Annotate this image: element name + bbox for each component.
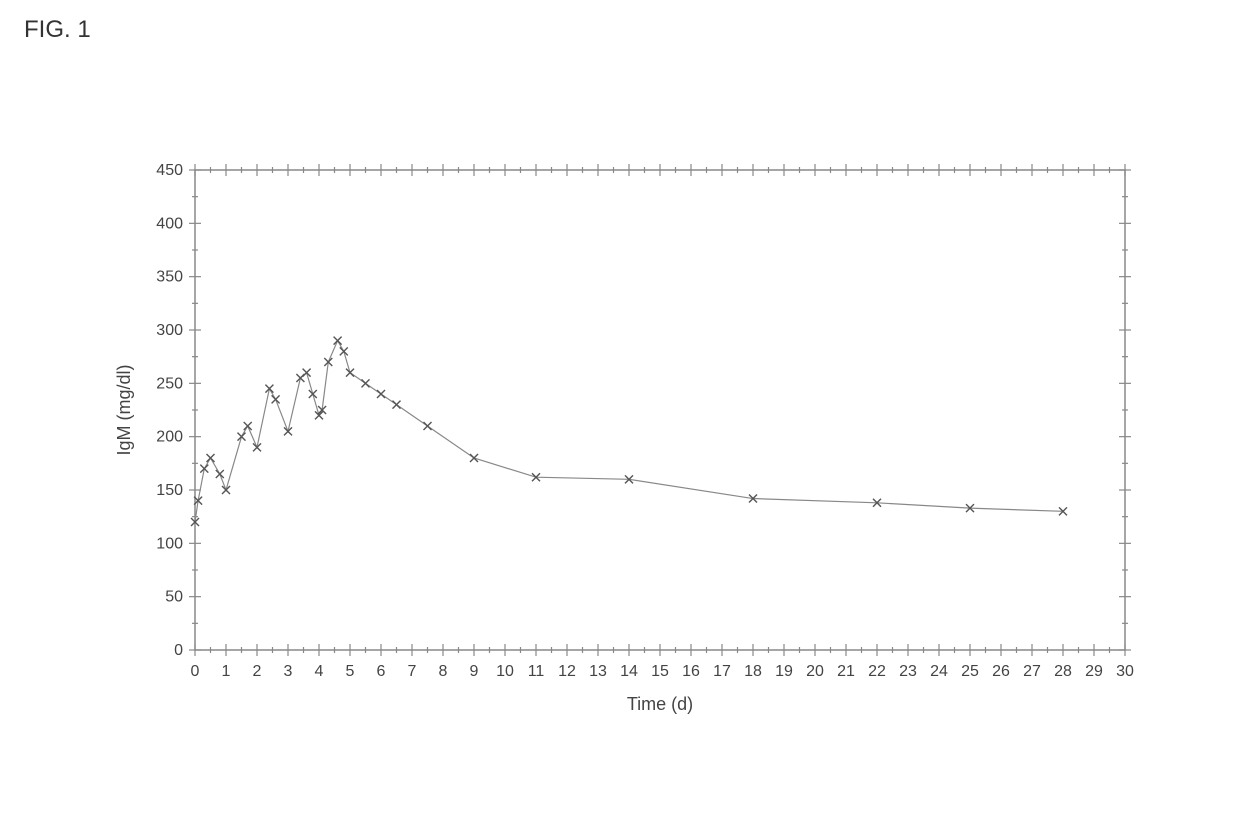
svg-text:150: 150	[156, 482, 183, 499]
igm-time-chart: 0123456789101112131415161718192021222324…	[100, 150, 1140, 750]
svg-text:9: 9	[470, 663, 479, 680]
svg-text:2: 2	[253, 663, 262, 680]
svg-text:10: 10	[496, 663, 514, 680]
svg-text:7: 7	[408, 663, 417, 680]
svg-text:1: 1	[222, 663, 231, 680]
svg-text:29: 29	[1085, 663, 1103, 680]
svg-text:0: 0	[191, 663, 200, 680]
svg-text:4: 4	[315, 663, 324, 680]
svg-text:0: 0	[174, 642, 183, 659]
svg-text:22: 22	[868, 663, 886, 680]
svg-text:5: 5	[346, 663, 355, 680]
svg-text:Time (d): Time (d)	[627, 694, 693, 714]
svg-text:28: 28	[1054, 663, 1072, 680]
svg-text:23: 23	[899, 663, 917, 680]
svg-text:30: 30	[1116, 663, 1134, 680]
svg-text:17: 17	[713, 663, 731, 680]
figure-label: FIG. 1	[24, 16, 91, 44]
svg-text:26: 26	[992, 663, 1010, 680]
svg-text:15: 15	[651, 663, 669, 680]
svg-text:27: 27	[1023, 663, 1041, 680]
svg-text:12: 12	[558, 663, 576, 680]
svg-text:24: 24	[930, 663, 948, 680]
svg-text:300: 300	[156, 322, 183, 339]
svg-text:400: 400	[156, 215, 183, 232]
svg-text:21: 21	[837, 663, 855, 680]
svg-text:IgM (mg/dl): IgM (mg/dl)	[114, 364, 134, 455]
svg-text:8: 8	[439, 663, 448, 680]
svg-text:450: 450	[156, 162, 183, 179]
svg-text:18: 18	[744, 663, 762, 680]
svg-text:6: 6	[377, 663, 386, 680]
svg-text:11: 11	[528, 663, 545, 680]
svg-text:16: 16	[682, 663, 700, 680]
svg-text:3: 3	[284, 663, 293, 680]
svg-text:25: 25	[961, 663, 979, 680]
svg-text:20: 20	[806, 663, 824, 680]
svg-text:13: 13	[589, 663, 607, 680]
svg-text:14: 14	[620, 663, 638, 680]
svg-text:50: 50	[165, 589, 183, 606]
svg-text:350: 350	[156, 269, 183, 286]
svg-text:19: 19	[775, 663, 793, 680]
svg-text:100: 100	[156, 535, 183, 552]
svg-text:250: 250	[156, 375, 183, 392]
svg-text:200: 200	[156, 429, 183, 446]
